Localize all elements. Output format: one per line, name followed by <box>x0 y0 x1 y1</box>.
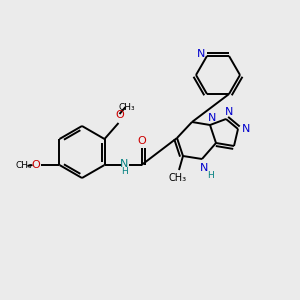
Text: CH₃: CH₃ <box>118 103 135 112</box>
Text: O: O <box>137 136 146 146</box>
Text: CH₃: CH₃ <box>15 161 32 170</box>
Text: CH₃: CH₃ <box>169 173 187 183</box>
Text: N: N <box>208 113 216 123</box>
Text: O: O <box>115 110 124 120</box>
Text: N: N <box>200 163 208 173</box>
Text: N: N <box>197 49 205 59</box>
Text: O: O <box>31 160 40 170</box>
Text: H: H <box>207 170 213 179</box>
Text: N: N <box>225 107 233 117</box>
Text: H: H <box>121 167 128 176</box>
Text: N: N <box>120 159 129 169</box>
Text: N: N <box>242 124 250 134</box>
